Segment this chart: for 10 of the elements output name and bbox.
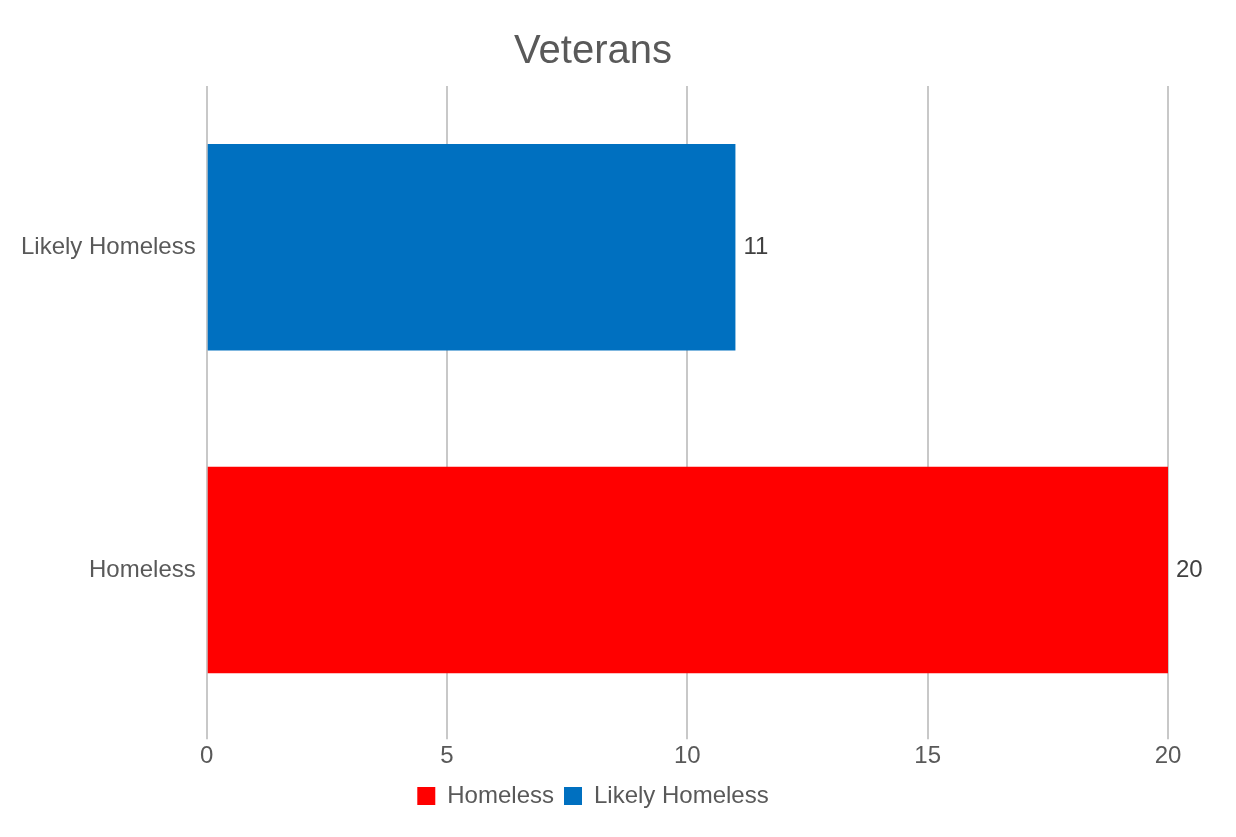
legend-label: Likely Homeless xyxy=(593,780,769,808)
data-label: 20 xyxy=(1176,554,1203,582)
chart-title: Veterans xyxy=(514,27,672,72)
data-label: 11 xyxy=(743,231,769,259)
x-tick-label: 15 xyxy=(914,741,942,769)
legend-label: Homeless xyxy=(447,780,554,808)
x-tick-label: 10 xyxy=(674,741,701,769)
x-tick-label: 5 xyxy=(440,741,454,769)
x-tick-label: 20 xyxy=(1154,741,1182,769)
x-tick-label: 0 xyxy=(200,741,214,769)
